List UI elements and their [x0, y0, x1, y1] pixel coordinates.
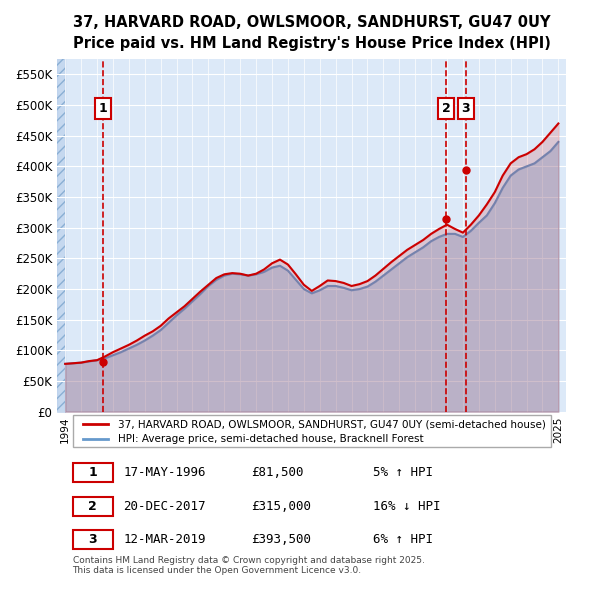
Text: 1: 1: [88, 466, 97, 479]
Text: 20-DEC-2017: 20-DEC-2017: [124, 500, 206, 513]
FancyBboxPatch shape: [73, 463, 113, 482]
Text: £393,500: £393,500: [251, 533, 311, 546]
FancyBboxPatch shape: [73, 530, 113, 549]
Text: 6% ↑ HPI: 6% ↑ HPI: [373, 533, 433, 546]
Text: 3: 3: [461, 102, 470, 115]
Text: £315,000: £315,000: [251, 500, 311, 513]
Text: Contains HM Land Registry data © Crown copyright and database right 2025.: Contains HM Land Registry data © Crown c…: [73, 556, 424, 565]
Text: 16% ↓ HPI: 16% ↓ HPI: [373, 500, 440, 513]
Text: 2: 2: [442, 102, 451, 115]
Text: 2: 2: [88, 500, 97, 513]
Text: 5% ↑ HPI: 5% ↑ HPI: [373, 466, 433, 479]
Text: 17-MAY-1996: 17-MAY-1996: [124, 466, 206, 479]
Text: This data is licensed under the Open Government Licence v3.0.: This data is licensed under the Open Gov…: [73, 566, 362, 575]
Text: 12-MAR-2019: 12-MAR-2019: [124, 533, 206, 546]
Text: £81,500: £81,500: [251, 466, 303, 479]
Text: 3: 3: [89, 533, 97, 546]
Title: 37, HARVARD ROAD, OWLSMOOR, SANDHURST, GU47 0UY
Price paid vs. HM Land Registry': 37, HARVARD ROAD, OWLSMOOR, SANDHURST, G…: [73, 15, 551, 51]
FancyBboxPatch shape: [73, 415, 551, 447]
Text: 37, HARVARD ROAD, OWLSMOOR, SANDHURST, GU47 0UY (semi-detached house): 37, HARVARD ROAD, OWLSMOOR, SANDHURST, G…: [118, 419, 546, 430]
Text: 1: 1: [98, 102, 107, 115]
FancyBboxPatch shape: [73, 497, 113, 516]
Text: HPI: Average price, semi-detached house, Bracknell Forest: HPI: Average price, semi-detached house,…: [118, 434, 424, 444]
